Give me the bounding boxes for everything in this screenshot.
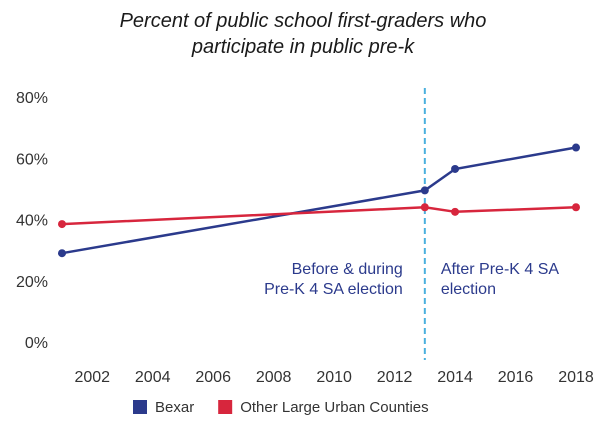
legend-swatch [133,400,147,414]
annotation-line: election [441,281,496,298]
x-tick-label: 2006 [195,369,231,386]
x-tick-label: 2014 [437,369,473,386]
x-tick-label: 2012 [377,369,413,386]
data-point [420,186,429,195]
y-tick-label: 80% [16,90,48,107]
annotation-line: After Pre-K 4 SA [441,261,560,278]
annotation-line: Pre-K 4 SA election [264,281,403,298]
y-tick-label: 60% [16,151,48,168]
data-point [58,249,66,258]
legend-label: Other Large Urban Counties [240,399,428,416]
series-line [61,146,577,255]
annotation-before-election: Before & during Pre-K 4 SA election [264,261,403,298]
x-tick-label: 2008 [256,369,292,386]
y-tick-label: 20% [16,274,48,291]
x-tick-label: 2016 [498,369,534,386]
series-line [61,206,577,226]
data-point [420,203,429,212]
data-point [572,143,580,152]
x-tick-label: 2018 [558,369,594,386]
annotation-line: Before & during [292,261,403,278]
y-tick-label: 0% [25,335,48,352]
legend-label: Bexar [155,399,194,416]
data-point [451,164,460,173]
legend-swatch [218,400,233,414]
data-point [451,207,460,216]
data-point [58,220,66,229]
data-point [572,203,580,212]
x-tick-label: 2004 [135,369,171,386]
x-tick-label: 2010 [316,369,352,386]
y-tick-label: 40% [16,213,48,230]
chart-title: Percent of public school first-graders w… [119,10,487,58]
annotation-after-election: After Pre-K 4 SA election [441,261,560,298]
x-tick-label: 2002 [74,369,110,386]
